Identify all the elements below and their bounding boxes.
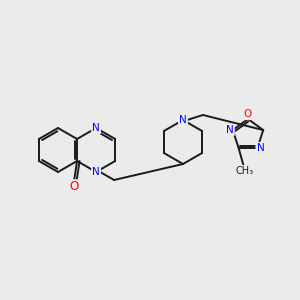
Text: N: N (256, 143, 264, 153)
Text: O: O (244, 109, 252, 119)
Text: O: O (69, 181, 79, 194)
Text: N: N (92, 123, 100, 133)
Text: N: N (179, 115, 187, 125)
Text: CH₃: CH₃ (236, 166, 254, 176)
Text: N: N (226, 125, 234, 135)
Text: N: N (92, 167, 100, 177)
